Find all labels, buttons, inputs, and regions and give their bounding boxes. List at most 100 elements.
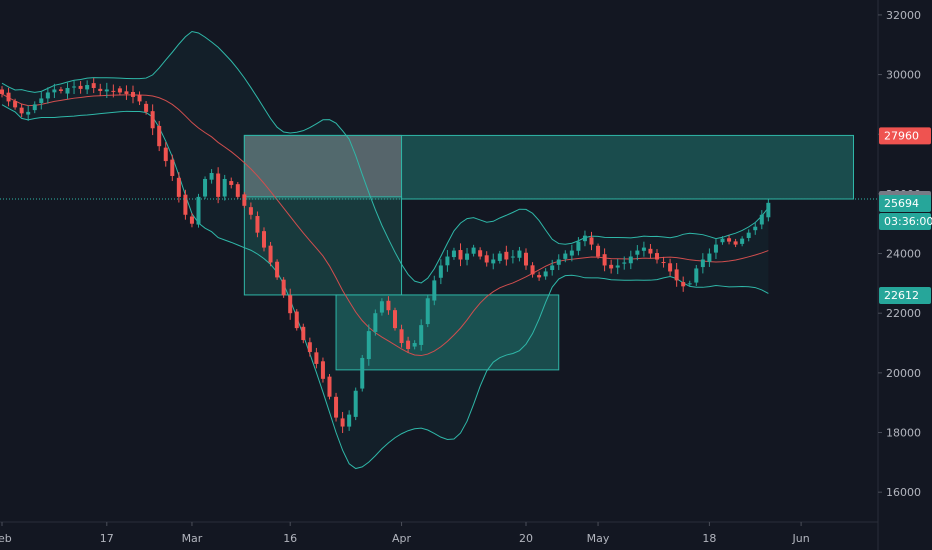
candle: [137, 91, 142, 106]
candle: [589, 231, 594, 251]
candle: [635, 245, 640, 261]
candle: [694, 265, 699, 287]
candle: [674, 263, 679, 287]
candle: [373, 309, 378, 336]
candle-body: [117, 88, 122, 93]
candle: [340, 411, 345, 433]
candle: [347, 410, 352, 431]
lower-band-line: [1, 104, 769, 470]
candle-body: [281, 279, 286, 296]
candle-body: [438, 265, 443, 278]
candle-body: [615, 265, 620, 268]
candle: [26, 105, 31, 121]
candle-body: [72, 86, 77, 88]
candle: [524, 248, 528, 270]
price-tag: 22612: [879, 286, 931, 304]
candle-body: [386, 300, 391, 311]
candle-body: [268, 245, 273, 263]
candle: [451, 247, 456, 260]
candle-body: [248, 207, 253, 215]
candle-body: [445, 256, 450, 266]
x-tick-label: Feb: [0, 532, 12, 545]
candle-body: [78, 85, 83, 89]
candle: [661, 256, 666, 268]
price-tag-label: 25694: [884, 197, 919, 210]
candle-body: [196, 196, 201, 225]
candle: [78, 81, 83, 94]
candle: [582, 230, 587, 247]
price-tag-bg: [879, 195, 931, 213]
candle-body: [222, 178, 227, 197]
candle: [393, 307, 397, 331]
y-tick-label: 20000: [886, 367, 921, 380]
candle-body: [52, 89, 57, 93]
candle: [759, 210, 764, 230]
candle: [65, 82, 70, 99]
range-box-upper: [243, 134, 403, 200]
candle: [189, 212, 194, 228]
candle: [131, 85, 135, 104]
candle: [713, 238, 718, 260]
candle: [517, 246, 522, 262]
candle: [746, 229, 751, 242]
candle-body: [39, 98, 44, 104]
candle-body: [478, 250, 483, 257]
candle-body: [582, 235, 587, 242]
candle: [379, 298, 384, 316]
candle: [609, 259, 614, 274]
candle: [85, 80, 90, 95]
candle: [235, 181, 240, 200]
candle: [700, 253, 705, 274]
candle-body: [628, 256, 633, 264]
candle-body: [288, 295, 293, 314]
candle-body: [163, 147, 168, 162]
candle-body: [465, 253, 470, 260]
x-tick-label: May: [587, 532, 610, 545]
candle: [504, 245, 509, 266]
candle-body: [229, 181, 234, 185]
candle-body: [6, 92, 11, 102]
candle: [720, 236, 725, 245]
candle-body: [720, 238, 725, 243]
candle-body: [334, 396, 339, 418]
candle-body: [294, 311, 299, 329]
candle: [622, 256, 627, 270]
x-tick-label: Jun: [792, 532, 810, 545]
candle: [458, 243, 463, 267]
candle-body: [170, 159, 175, 176]
candle-body: [131, 91, 135, 97]
candle-body: [347, 414, 352, 427]
candle-body: [340, 418, 345, 427]
candle-body: [694, 268, 699, 283]
candle-body: [733, 241, 738, 245]
candle-body: [419, 325, 424, 345]
candle: [163, 142, 168, 167]
candle-body: [425, 298, 430, 325]
candle: [19, 103, 24, 118]
candle-body: [307, 342, 312, 352]
candle-body: [622, 262, 627, 264]
candle-body: [203, 178, 208, 197]
x-tick-label: Apr: [392, 532, 412, 545]
candle: [262, 227, 266, 252]
candle-body: [451, 250, 456, 258]
candle: [360, 354, 365, 392]
candle: [707, 248, 712, 267]
candle-body: [399, 329, 404, 344]
candle: [301, 323, 306, 344]
candle: [668, 258, 673, 276]
candle: [445, 250, 450, 272]
candle-body: [124, 91, 129, 94]
price-tag-label: 22612: [884, 289, 919, 302]
candle-body: [687, 283, 692, 285]
candle-body: [727, 238, 732, 242]
candle: [641, 241, 646, 257]
candle-body: [609, 264, 614, 269]
candle-body: [497, 253, 502, 261]
candle-body: [537, 275, 542, 278]
candle-body: [681, 282, 686, 287]
candle: [320, 357, 325, 383]
candle: [399, 324, 404, 348]
